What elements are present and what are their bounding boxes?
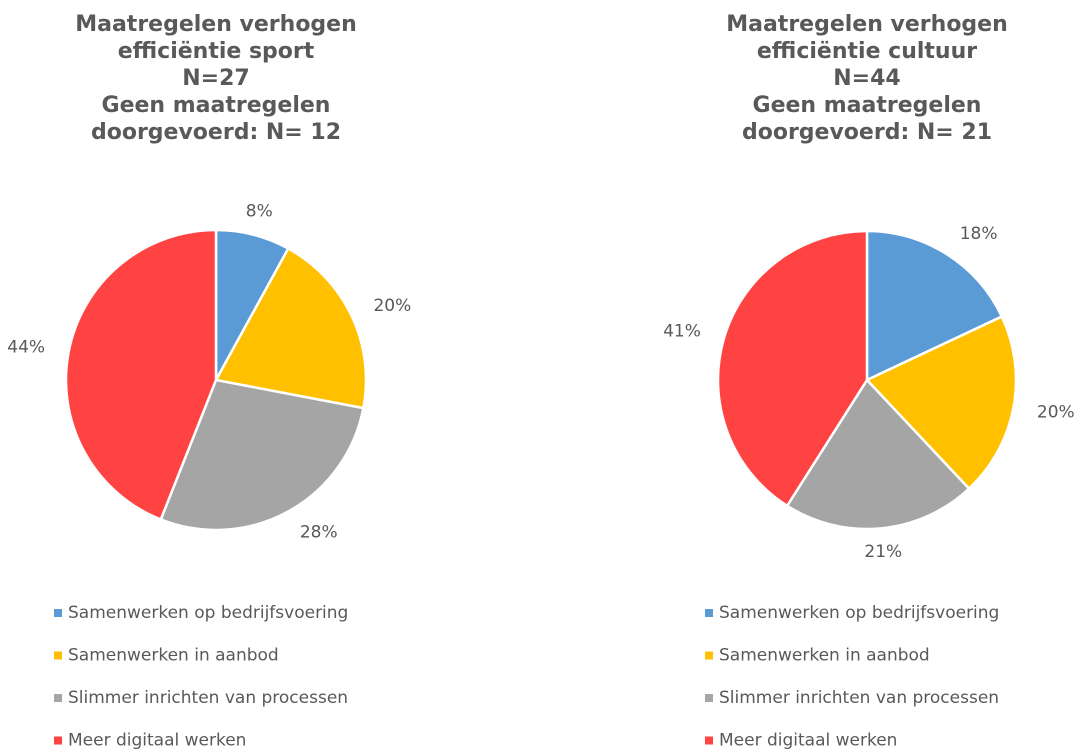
chart-title: Maatregelen verhogen — [75, 12, 357, 37]
data-label: 20% — [373, 296, 411, 316]
legend-swatch — [54, 736, 62, 745]
legend-label: Slimmer inrichten van processen — [719, 688, 999, 708]
legend-label: Samenwerken in aanbod — [719, 646, 930, 666]
legend-label: Samenwerken op bedrijfsvoering — [719, 603, 999, 623]
pie-slice — [214, 246, 368, 410]
pie-slice — [865, 229, 1004, 382]
chart-title: doorgevoerd: N= 12 — [91, 120, 341, 145]
pie-slice — [716, 229, 869, 508]
legend-swatch — [54, 694, 62, 702]
data-label: 18% — [960, 224, 998, 244]
legend-label: Slimmer inrichten van processen — [68, 688, 348, 708]
legend-swatch — [54, 651, 62, 660]
pie-slice — [785, 377, 971, 531]
data-label: 41% — [663, 322, 701, 342]
chart-title: Maatregelen verhogen — [726, 12, 1008, 37]
chart-title: N=44 — [833, 66, 900, 91]
legend-label: Meer digitaal werken — [68, 731, 246, 751]
legend-label: Samenwerken in aanbod — [68, 646, 279, 666]
legend-label: Meer digitaal werken — [719, 731, 897, 751]
legend-label: Samenwerken op bedrijfsvoering — [68, 603, 348, 623]
pie-slice — [64, 228, 218, 522]
data-label: 28% — [300, 522, 338, 542]
pie-slice — [864, 314, 1018, 491]
legend-swatch — [705, 736, 713, 745]
legend-swatch — [54, 609, 62, 617]
legend-swatch — [705, 651, 713, 660]
chart-title: efficiëntie cultuur — [757, 39, 977, 64]
data-label: 20% — [1037, 402, 1074, 422]
chart-title: N=27 — [182, 66, 249, 91]
pie-slice — [159, 378, 365, 532]
chart-title: Geen maatregelen — [753, 93, 982, 118]
data-label: 8% — [246, 201, 273, 221]
legend-swatch — [705, 694, 713, 702]
chart-title: doorgevoerd: N= 21 — [742, 120, 992, 145]
data-label: 44% — [7, 337, 45, 357]
chart-title: Geen maatregelen — [102, 93, 331, 118]
data-label: 21% — [864, 542, 902, 562]
chart-title: efficiëntie sport — [118, 39, 315, 64]
legend-swatch — [705, 609, 713, 617]
